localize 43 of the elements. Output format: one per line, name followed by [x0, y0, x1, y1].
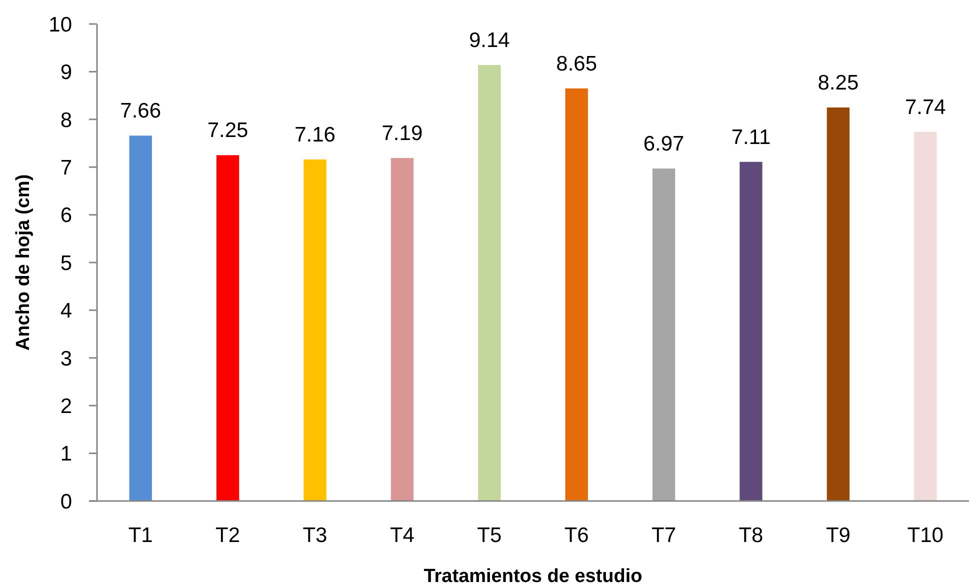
x-tick-label: T6: [564, 524, 589, 547]
x-tick-label: T5: [477, 524, 502, 547]
y-tick-label: 2: [60, 394, 72, 418]
x-tick-label: T8: [738, 524, 764, 547]
y-axis-title: Ancho de hoja (cm): [13, 174, 34, 351]
x-tick-label: T3: [302, 524, 328, 547]
y-tick-label: 4: [60, 300, 72, 323]
y-tick-label: 8: [60, 108, 72, 132]
y-tick-label: 1: [60, 442, 72, 466]
x-tick-label: T2: [216, 524, 240, 547]
data-label: 7.74: [904, 96, 946, 119]
data-label: 8.25: [818, 71, 859, 94]
data-label: 7.66: [120, 100, 162, 123]
data-label: 8.65: [556, 52, 598, 76]
x-tick-label: T1: [128, 524, 153, 547]
x-tick-label: T4: [390, 524, 415, 547]
y-tick-label: 6: [60, 204, 72, 228]
y-tick-label: 9: [60, 61, 72, 84]
x-tick-label: T9: [826, 524, 850, 547]
x-axis-title: Tratamientos de estudio: [424, 566, 642, 587]
y-tick-label: 5: [60, 252, 72, 275]
data-label: 9.14: [468, 29, 510, 52]
bar: [129, 136, 152, 501]
bar: [914, 132, 937, 501]
x-tick-label: T10: [907, 524, 944, 547]
x-tick-label: T7: [652, 524, 676, 547]
data-label: 7.16: [294, 123, 336, 146]
y-tick-label: 3: [60, 347, 72, 370]
data-label: 7.19: [382, 122, 423, 146]
y-tick-label: 7: [60, 156, 72, 180]
data-label: 7.25: [207, 119, 248, 142]
bar: [565, 88, 588, 501]
bar: [740, 162, 762, 501]
bar: [652, 168, 676, 501]
y-tick-label: 0: [60, 490, 72, 514]
bar: [390, 158, 414, 501]
y-tick-label: 10: [48, 13, 72, 36]
bar: [304, 159, 326, 501]
bar: [216, 155, 240, 501]
bar: [826, 107, 850, 501]
data-label: 7.11: [731, 126, 771, 149]
bar: [478, 65, 501, 501]
data-label: 6.97: [643, 132, 684, 156]
